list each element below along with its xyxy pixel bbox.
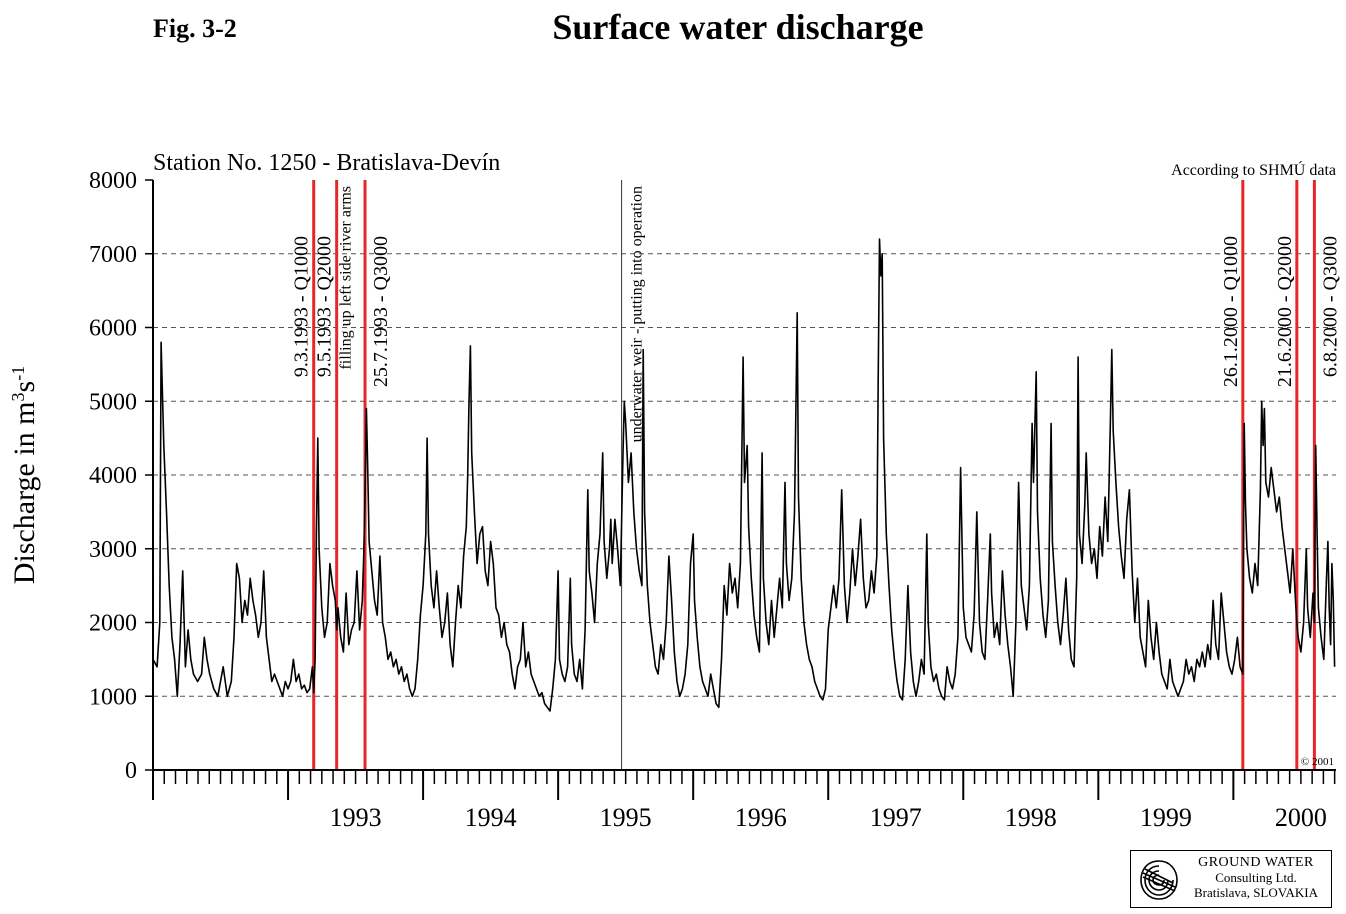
event-label: 9.3.1993 - Q1000	[291, 236, 313, 377]
y-tick-label: 6000	[89, 316, 137, 342]
x-tick-label: 2000	[1275, 803, 1327, 832]
x-tick-label: 1999	[1140, 803, 1192, 832]
x-tick-label: 1995	[600, 803, 652, 832]
event-label: 25.7.1993 - Q3000	[370, 236, 392, 387]
copyright-note: © 2001	[1301, 756, 1334, 768]
figure-label: Fig. 3-2	[153, 14, 237, 43]
event-label: filling up left side river arms	[338, 186, 355, 370]
chart-subtitle: Station No. 1250 - Bratislava-Devín	[153, 150, 500, 176]
discharge-chart: 0 1000 2000 3000 4000 5000 6000 7000 8000 1993 199…	[8, 150, 1341, 832]
y-tick-label: 4000	[89, 463, 137, 489]
axes	[145, 179, 1336, 800]
x-tick-label: 1998	[1005, 803, 1057, 832]
y-tick-label: 8000	[89, 168, 137, 194]
y-tick-label: 5000	[89, 389, 137, 415]
page-title: Surface water discharge	[552, 7, 924, 47]
event-label: underwater weir - putting into operation	[629, 186, 646, 442]
source-note: According to SHMÚ data	[1171, 160, 1336, 179]
series-layer	[152, 238, 1336, 712]
y-tick-label: 2000	[89, 611, 137, 637]
x-tick-label: 1994	[465, 803, 517, 832]
fingerprint-spiral-icon	[1140, 860, 1178, 900]
logo-line-2: Consulting Ltd.	[1215, 870, 1297, 885]
discharge-series-line	[152, 238, 1336, 712]
company-logo: GROUND WATER Consulting Ltd. Bratislava,…	[1130, 850, 1332, 908]
x-tick-label: 1997	[870, 803, 922, 832]
event-label: 26.1.2000 - Q1000	[1220, 236, 1242, 387]
event-label: 9.5.1993 - Q2000	[314, 236, 336, 377]
labels: 0 1000 2000 3000 4000 5000 6000 7000 8000 1993 199…	[8, 150, 1341, 832]
logo-line-3: Bratislava, SLOVAKIA	[1194, 885, 1318, 900]
y-axis-title: Discharge in m3s-1	[8, 366, 41, 584]
y-tick-label: 0	[125, 758, 137, 784]
x-tick-label: 1993	[330, 803, 382, 832]
event-label: 6.8.2000 - Q3000	[1319, 236, 1341, 377]
event-label: 21.6.2000 - Q2000	[1274, 236, 1296, 387]
logo-line-1: GROUND WATER	[1198, 855, 1314, 870]
y-tick-label: 3000	[89, 537, 137, 563]
y-tick-label: 1000	[89, 684, 137, 710]
x-tick-label: 1996	[735, 803, 787, 832]
y-tick-label: 7000	[89, 242, 137, 268]
